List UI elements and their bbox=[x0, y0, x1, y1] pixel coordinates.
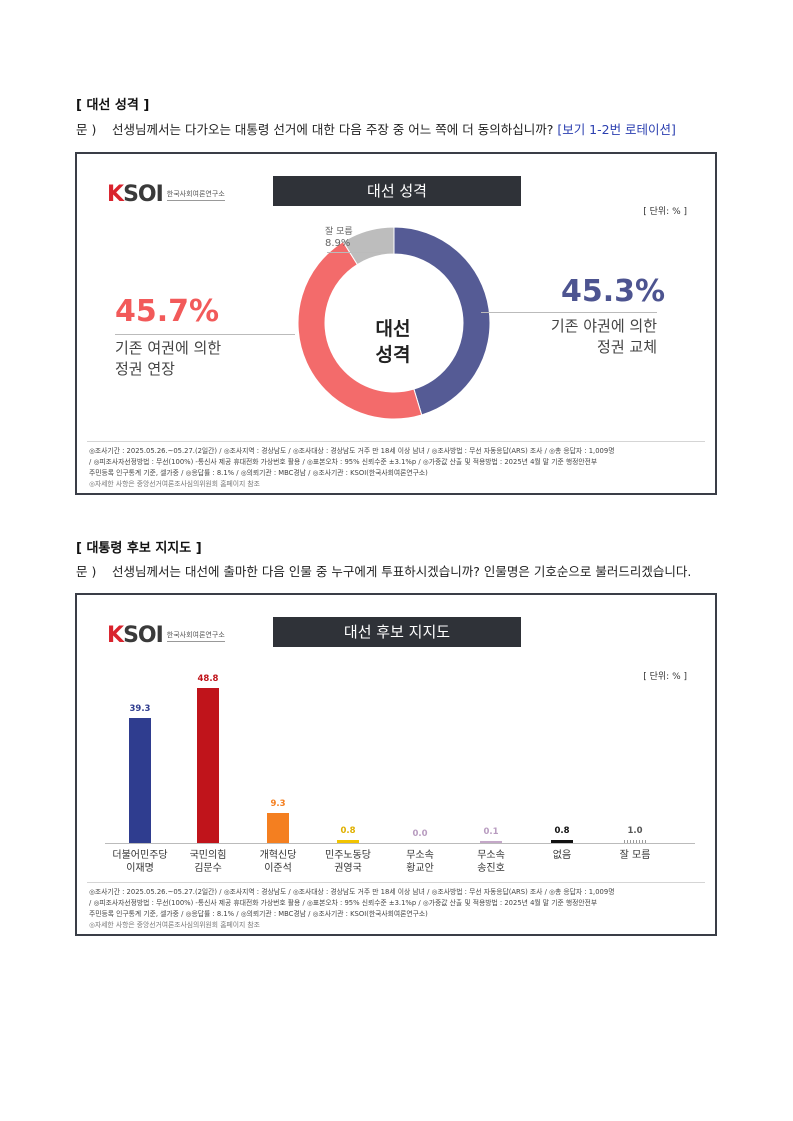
bar-value-label: 0.8 bbox=[554, 826, 570, 837]
chart-title: 대선 성격 bbox=[273, 176, 521, 206]
bar-category-label: 개혁신당 이준석 bbox=[259, 850, 297, 874]
donut-center-label: 대선 성격 bbox=[375, 318, 411, 366]
bar-category-label: 잘 모름 bbox=[619, 850, 651, 861]
section-title-election-character: [ 대선 성격 ] bbox=[76, 98, 150, 113]
ksoi-logo: KSOI 한국사회여론연구소 bbox=[107, 623, 225, 648]
question-text: 선생님께서는 대선에 출마한 다음 인물 중 누구에게 투표하시겠습니까? 인물… bbox=[111, 564, 692, 579]
logo-subtitle: 한국사회여론연구소 bbox=[166, 630, 225, 642]
unit-label: [ 단위: % ] bbox=[643, 207, 687, 217]
dont-know-leader-line bbox=[327, 252, 389, 253]
donut-chart bbox=[297, 226, 491, 420]
question-prefix: 문 ) bbox=[76, 564, 97, 579]
logo-wordmark: SOI bbox=[123, 182, 164, 207]
bar-7 bbox=[624, 840, 646, 843]
change-percent: 45.3% bbox=[561, 274, 666, 309]
bar-baseline bbox=[105, 843, 695, 844]
survey-footnote: ◎조사기간 : 2025.05.26.~05.27.(2일간) / ◎조사지역 … bbox=[89, 447, 615, 488]
logo-wordmark: SOI bbox=[123, 623, 164, 648]
bar-1 bbox=[197, 687, 219, 843]
extension-label: 기존 여권에 의한 정권 연장 bbox=[115, 339, 222, 378]
question-prefix: 문 ) bbox=[76, 122, 97, 137]
question-candidate-support: 문 ) 선생님께서는 대선에 출마한 다음 인물 중 누구에게 투표하시겠습니까… bbox=[76, 561, 691, 580]
bar-value-label: 48.8 bbox=[197, 673, 219, 684]
candidate-support-panel: KSOI 한국사회여론연구소 대선 후보 지지도 [ 단위: % ] 39.3 더… bbox=[75, 593, 717, 936]
bar-category-label: 무소속 송진호 bbox=[477, 850, 505, 874]
donut-slice-dont-know bbox=[342, 226, 395, 266]
footnote-divider bbox=[87, 441, 705, 442]
ksoi-logo: KSOI 한국사회여론연구소 bbox=[107, 182, 225, 207]
bar-category-label: 더불어민주당 이재명 bbox=[112, 850, 168, 874]
chart-title: 대선 후보 지지도 bbox=[273, 617, 521, 647]
question-text: 선생님께서는 다가오는 대통령 선거에 대한 다음 주장 중 어느 쪽에 더 동… bbox=[111, 122, 554, 137]
logo-subtitle: 한국사회여론연구소 bbox=[166, 189, 225, 201]
bar-value-label: 0.1 bbox=[483, 827, 499, 837]
bar-value-label: 39.3 bbox=[129, 703, 151, 714]
question-election-character: 문 ) 선생님께서는 다가오는 대통령 선거에 대한 다음 주장 중 어느 쪽에… bbox=[76, 119, 676, 138]
donut-slice-change bbox=[393, 226, 491, 416]
bar-6 bbox=[551, 840, 573, 843]
bar-3 bbox=[337, 840, 359, 843]
bar-5 bbox=[480, 841, 502, 843]
footnote-divider bbox=[87, 882, 705, 883]
bar-value-label: 9.3 bbox=[270, 799, 286, 810]
dont-know-value: 8.9% bbox=[325, 238, 351, 249]
question-rotation-note: [보기 1-2번 로테이션] bbox=[557, 122, 676, 137]
bar-2 bbox=[267, 813, 289, 843]
change-leader-line bbox=[481, 312, 657, 313]
donut-slice-extension bbox=[297, 240, 423, 420]
bar-0 bbox=[129, 717, 151, 843]
bar-category-label: 국민의힘 김문수 bbox=[189, 850, 227, 874]
section-title-candidate-support: [ 대통령 후보 지지도 ] bbox=[76, 541, 202, 556]
change-label: 기존 야권에 의한 정권 교체 bbox=[550, 317, 657, 356]
bar-category-label: 무소속 황교안 bbox=[406, 850, 434, 874]
bar-value-label: 0.8 bbox=[340, 826, 356, 837]
unit-label: [ 단위: % ] bbox=[643, 672, 687, 682]
bar-value-label: 0.0 bbox=[412, 829, 428, 839]
bar-value-label: 1.0 bbox=[627, 825, 643, 836]
extension-leader-line bbox=[115, 334, 295, 335]
election-character-panel: KSOI 한국사회여론연구소 대선 성격 [ 단위: % ] 잘 모름 8.9%… bbox=[75, 152, 717, 495]
bar-category-label: 민주노동당 권영국 bbox=[325, 850, 371, 874]
dont-know-label: 잘 모름 bbox=[325, 227, 353, 237]
survey-footnote: ◎조사기간 : 2025.05.26.~05.27.(2일간) / ◎조사지역 … bbox=[89, 888, 615, 929]
extension-percent: 45.7% bbox=[115, 294, 220, 329]
bar-category-label: 없음 bbox=[552, 850, 572, 861]
